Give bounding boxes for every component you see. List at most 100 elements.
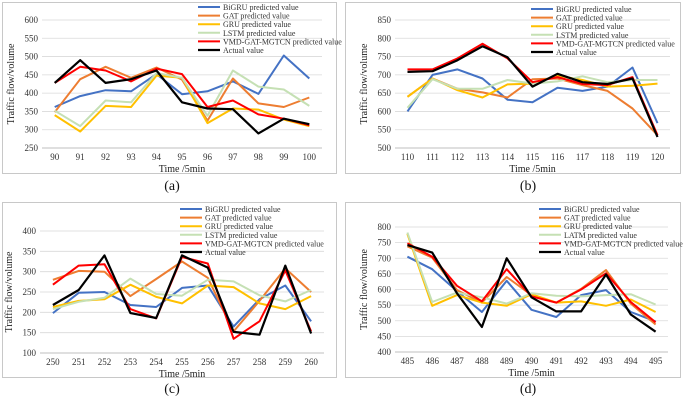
legend-label: BiGRU predicted value xyxy=(556,5,632,14)
legend-label: VMD-GAT-MGTCN predicted value xyxy=(223,37,342,46)
x-tick-label: 113 xyxy=(476,152,490,162)
x-tick-label: 489 xyxy=(500,356,514,366)
x-tick-label: 485 xyxy=(401,356,415,366)
y-tick-label: 300 xyxy=(25,125,39,135)
series-line-1 xyxy=(54,54,310,108)
x-tick-label: 251 xyxy=(72,357,86,367)
y-tick-label: 450 xyxy=(378,331,392,341)
y-tick-label: 250 xyxy=(23,287,37,297)
x-axis-title: Time /5min xyxy=(509,164,556,175)
y-tick-label: 400 xyxy=(23,226,37,236)
legend-label: VMD-GAT-MGTCN predicted value xyxy=(556,39,675,48)
y-tick-label: 800 xyxy=(378,33,392,43)
legend-label: LATM predicted value xyxy=(564,231,637,240)
x-tick-label: 255 xyxy=(175,357,189,367)
y-tick-label: 700 xyxy=(378,70,392,80)
x-tick-label: 486 xyxy=(425,356,439,366)
y-tick-label: 100 xyxy=(23,348,37,358)
x-tick-label: 117 xyxy=(576,152,590,162)
y-tick-label: 600 xyxy=(378,106,392,116)
y-tick-label: 550 xyxy=(378,300,392,310)
legend-label: GAT predicted value xyxy=(223,12,290,21)
x-tick-label: 254 xyxy=(149,357,163,367)
series-line-1 xyxy=(52,284,312,328)
legend-label: GAT predicted value xyxy=(556,14,623,23)
chart-svg-c: 100 150 200 250 300 350 400 250 251 252 253 254 255 2… xyxy=(4,205,324,380)
y-axis-title: Traffic flow/volume xyxy=(359,43,370,124)
y-tick-label: 550 xyxy=(378,125,392,135)
x-tick-label: 256 xyxy=(201,357,215,367)
legend-label: Actual value xyxy=(205,248,246,257)
x-axis-title: Time /5min xyxy=(508,368,555,379)
series-line-6 xyxy=(53,59,310,135)
x-tick-label: 253 xyxy=(124,357,138,367)
y-axis-title: Traffic flow/volume xyxy=(6,43,17,124)
y-tick-label: 400 xyxy=(378,347,392,357)
x-tick-label: 259 xyxy=(279,357,293,367)
x-tick-label: 92 xyxy=(101,152,110,162)
x-tick-label: 250 xyxy=(46,357,60,367)
y-tick-label: 350 xyxy=(23,246,37,256)
series-line-1 xyxy=(406,66,659,124)
x-axis-title: Time /5min xyxy=(159,164,206,175)
x-tick-label: 115 xyxy=(526,152,540,162)
x-tick-label: 490 xyxy=(525,356,539,366)
y-tick-label: 600 xyxy=(378,285,392,295)
x-tick-label: 116 xyxy=(551,152,565,162)
x-tick-label: 111 xyxy=(426,152,439,162)
legend-label: LSTM predicted value xyxy=(223,29,296,38)
x-tick-label: 95 xyxy=(178,152,188,162)
x-tick-label: 494 xyxy=(624,356,638,366)
chart-svg-d: 400 450 500 550 600 650 700 750 800 485 486 487 488 4… xyxy=(359,205,683,379)
legend-label: BiGRU predicted value xyxy=(205,205,281,214)
y-tick-label: 850 xyxy=(378,15,392,25)
x-tick-label: 252 xyxy=(98,357,112,367)
x-tick-label: 493 xyxy=(599,356,613,366)
x-tick-label: 93 xyxy=(127,152,137,162)
y-tick-label: 450 xyxy=(25,70,39,80)
chart-panel-b: 500 550 600 650 700 750 800 850 110 111 112 113 114 1… xyxy=(343,0,685,200)
series-line-4 xyxy=(52,277,312,311)
legend-label: VMD-GAT-MGTCN predicted value xyxy=(205,239,324,248)
y-tick-label: 200 xyxy=(23,307,37,317)
series-line-6 xyxy=(407,45,659,138)
chart-panel-c: 100 150 200 250 300 350 400 250 251 252 253 254 255 2… xyxy=(0,200,342,401)
chart-panel-a: 250 300 350 400 450 500 550 600 90 91 92 93 94 95 96 97… xyxy=(0,0,342,200)
x-tick-label: 487 xyxy=(450,356,464,366)
legend-label: Actual value xyxy=(556,48,597,57)
y-axis-title: Traffic flow/volume xyxy=(4,251,15,332)
series-line-6 xyxy=(407,244,657,333)
legend-label: GRU predicted value xyxy=(564,222,632,231)
chart-frame xyxy=(2,2,337,174)
y-tick-label: 300 xyxy=(23,267,37,277)
y-tick-label: 550 xyxy=(25,33,39,43)
legend-label: GAT predicted value xyxy=(564,214,631,223)
x-tick-label: 120 xyxy=(651,152,665,162)
x-tick-label: 118 xyxy=(601,152,615,162)
y-tick-label: 150 xyxy=(23,328,37,338)
legend-label: VMD-GAT-MGTCN predicted value xyxy=(564,239,683,248)
x-tick-label: 488 xyxy=(475,356,489,366)
x-tick-label: 91 xyxy=(76,152,85,162)
chart-caption: (c) xyxy=(164,382,180,397)
legend-label: LSTM predicted value xyxy=(556,31,629,40)
chart-frame xyxy=(2,202,337,378)
chart-caption: (a) xyxy=(164,179,180,194)
x-tick-label: 99 xyxy=(279,152,289,162)
y-tick-label: 650 xyxy=(378,88,392,98)
y-tick-label: 650 xyxy=(378,269,392,279)
x-tick-label: 258 xyxy=(253,357,267,367)
legend-label: GAT predicted value xyxy=(205,214,272,223)
y-axis-title: Traffic flow/volume xyxy=(359,249,370,330)
legend-label: GRU predicted value xyxy=(556,22,624,31)
y-tick-label: 600 xyxy=(25,15,39,25)
x-tick-label: 100 xyxy=(303,152,317,162)
x-tick-label: 119 xyxy=(626,152,640,162)
y-tick-label: 500 xyxy=(378,143,392,153)
y-tick-label: 700 xyxy=(378,253,392,263)
chart-svg-b: 500 550 600 650 700 750 800 850 110 111 112 113 114 1… xyxy=(359,5,675,175)
y-tick-label: 350 xyxy=(25,106,39,116)
x-tick-label: 110 xyxy=(401,152,415,162)
y-tick-label: 400 xyxy=(25,88,39,98)
series-line-1 xyxy=(406,255,656,323)
